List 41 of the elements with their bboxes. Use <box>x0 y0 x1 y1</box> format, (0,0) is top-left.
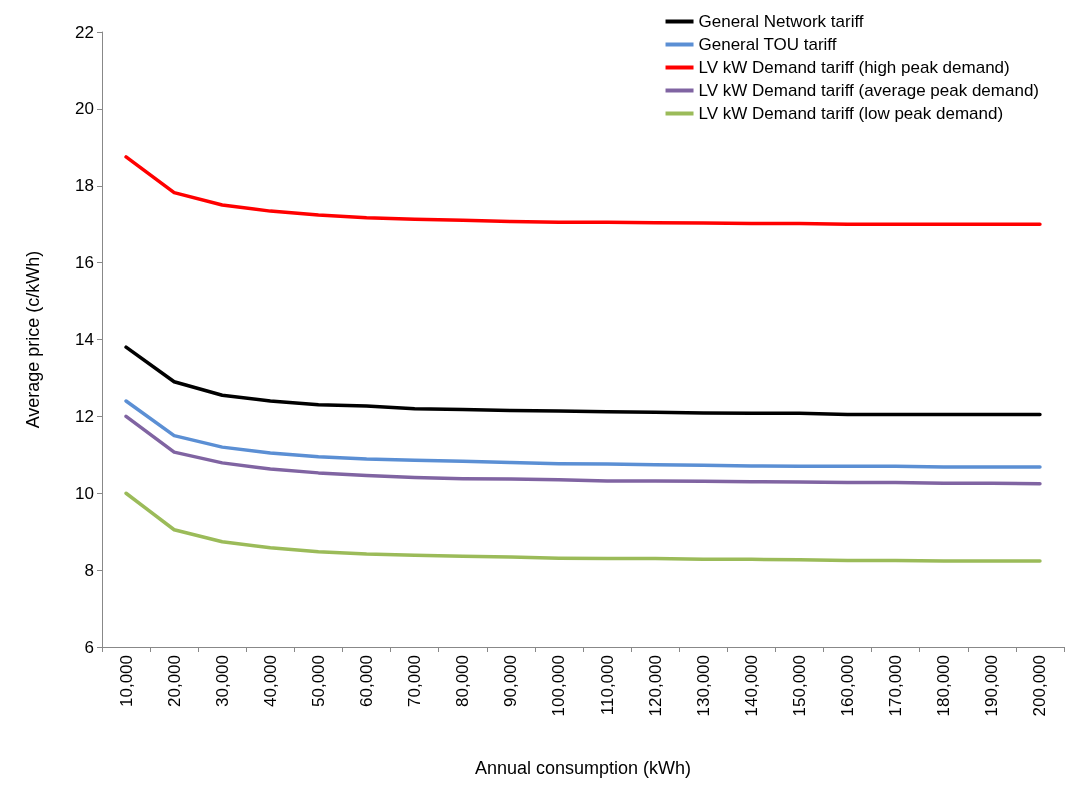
y-tick-label: 14 <box>75 330 94 349</box>
y-tick-label: 16 <box>75 253 94 273</box>
y-tick-label: 10 <box>75 483 94 503</box>
y-tick-label: 18 <box>75 176 94 196</box>
line-series <box>124 345 1042 417</box>
x-tick-label: 90,000 <box>501 655 521 707</box>
x-tick-label: 150,000 <box>789 655 809 717</box>
x-tick-label: 60,000 <box>357 655 377 707</box>
legend-label: General Network tariff <box>698 12 864 31</box>
x-tick-label: 180,000 <box>934 655 954 717</box>
y-tick-label: 8 <box>84 560 94 580</box>
x-tick-label: 170,000 <box>886 655 906 717</box>
y-axis-title: Average price (c/kWh) <box>23 250 43 429</box>
legend-label: LV kW Demand tariff (high peak demand) <box>698 58 1010 77</box>
legend-label: LV kW Demand tariff (average peak demand) <box>698 81 1039 100</box>
line-series <box>124 155 1042 226</box>
line-series <box>124 414 1042 486</box>
line-series <box>124 491 1042 563</box>
x-tick-label: 140,000 <box>741 655 761 717</box>
x-tick-label: 20,000 <box>164 655 184 707</box>
x-tick-label: 70,000 <box>405 655 425 707</box>
x-tick-label: 190,000 <box>982 655 1002 717</box>
legend-label: General TOU tariff <box>698 35 837 54</box>
x-tick-label: 160,000 <box>838 655 858 717</box>
x-axis-title: Annual consumption (kWh) <box>474 758 692 778</box>
x-tick-label: 50,000 <box>308 655 328 707</box>
line-series <box>124 399 1042 469</box>
x-tick-label: 30,000 <box>212 655 232 707</box>
x-tick-label: 200,000 <box>1030 655 1050 717</box>
x-tick-label: 130,000 <box>693 655 713 717</box>
x-tick-label: 40,000 <box>260 655 280 707</box>
y-tick-label: 22 <box>75 22 94 42</box>
x-tick-label: 110,000 <box>597 655 617 716</box>
x-tick-label: 120,000 <box>645 655 665 717</box>
x-tick-label: 10,000 <box>116 655 136 707</box>
y-tick-label: 6 <box>84 637 94 657</box>
x-tick-label: 80,000 <box>453 655 473 707</box>
y-tick-label: 12 <box>75 406 94 426</box>
y-tick-label: 20 <box>75 99 94 119</box>
legend-label: LV kW Demand tariff (low peak demand) <box>698 104 1004 123</box>
x-tick-label: 100,000 <box>549 655 569 717</box>
